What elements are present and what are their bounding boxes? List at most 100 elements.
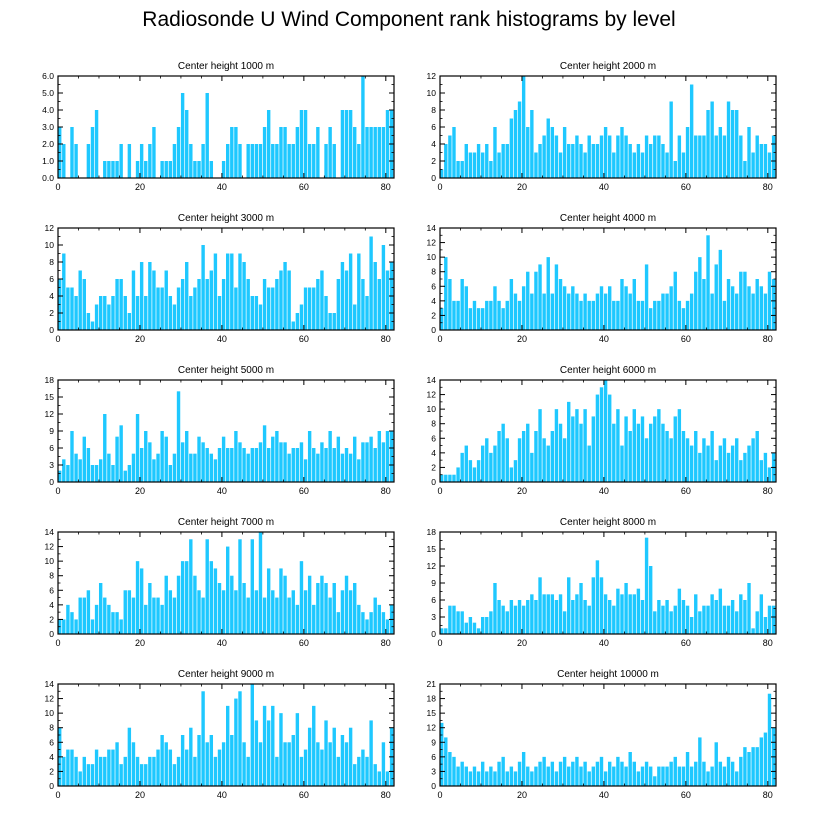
histogram-bar (501, 605, 505, 634)
histogram-bar (295, 713, 300, 786)
histogram-bar (357, 604, 361, 634)
y-tick-label: 18 (427, 527, 437, 537)
histogram-bar (78, 597, 82, 634)
histogram-bar (344, 575, 349, 634)
histogram-bar (348, 253, 353, 330)
histogram-bar (448, 279, 452, 330)
histogram-bar (144, 431, 148, 482)
histogram-bar (275, 597, 279, 634)
histogram-bar (735, 611, 739, 634)
histogram-bar (472, 152, 477, 178)
histogram-bar (369, 436, 373, 482)
histogram-bar (480, 761, 485, 786)
histogram-bar (726, 279, 731, 330)
histogram-bar (152, 459, 156, 482)
histogram-bar (747, 752, 751, 786)
histogram-bar (579, 583, 583, 634)
histogram-bar (530, 110, 534, 178)
histogram-bar (595, 560, 600, 634)
histogram-bar (271, 144, 275, 178)
histogram-bar (254, 590, 259, 634)
histogram-bar (476, 628, 481, 634)
histogram-bar (254, 296, 259, 330)
histogram-bar (193, 453, 197, 482)
histogram-bar (226, 253, 230, 330)
histogram-bar (485, 144, 489, 178)
histogram-bar (501, 308, 505, 330)
y-tick-label: 9 (431, 737, 436, 747)
y-tick-label: 15 (427, 708, 437, 718)
x-tick-label: 20 (517, 790, 527, 800)
y-tick-label: 6 (431, 122, 436, 132)
histogram-bar (385, 619, 390, 634)
y-tick-label: 2 (49, 308, 54, 318)
histogram-bar (517, 438, 522, 482)
histogram-bar (328, 313, 332, 330)
histogram-bar (444, 737, 448, 786)
histogram-bar (299, 442, 304, 482)
y-tick-label: 9 (49, 426, 54, 436)
histogram-bar (685, 752, 690, 786)
histogram-bar (303, 110, 308, 178)
histogram-bar (755, 279, 759, 330)
histogram-bar (702, 761, 706, 786)
histogram-bar (669, 101, 673, 178)
y-tick-label: 8 (431, 419, 436, 429)
histogram-bar (357, 253, 361, 330)
histogram-bar (148, 144, 152, 178)
histogram-bar (152, 756, 156, 786)
histogram-bar (685, 127, 690, 178)
histogram-bar (771, 605, 776, 634)
y-tick-label: 6 (431, 281, 436, 291)
x-tick-label: 80 (763, 182, 773, 192)
histogram-bar (111, 465, 115, 482)
histogram-bar (205, 539, 209, 634)
histogram-bar (628, 144, 632, 178)
histogram-bar (299, 756, 304, 786)
histogram-bar (440, 169, 444, 178)
histogram-bar (287, 597, 291, 634)
histogram-bar (714, 460, 718, 482)
histogram-bar (238, 691, 242, 786)
histogram-bar (66, 749, 70, 786)
x-tick-label: 80 (381, 790, 391, 800)
x-tick-label: 60 (299, 790, 309, 800)
histogram-bar (497, 300, 501, 330)
histogram-bar (250, 684, 254, 786)
histogram-bar (456, 611, 460, 634)
histogram-bar (632, 409, 636, 482)
y-tick-label: 0.0 (42, 173, 54, 183)
histogram-bar (681, 766, 686, 786)
histogram-bar (258, 532, 263, 634)
histogram-bar (755, 135, 759, 178)
histogram-bar (135, 161, 140, 178)
histogram-bar (636, 588, 641, 634)
y-tick-label: 0 (431, 477, 436, 487)
histogram-bar (698, 257, 702, 330)
histogram-bar (751, 152, 755, 178)
histogram-bar (295, 313, 300, 330)
histogram-bar (135, 414, 140, 482)
histogram-bar (144, 296, 148, 330)
histogram-bar (131, 597, 136, 634)
histogram-bar (526, 766, 530, 786)
histogram-bar (348, 590, 353, 634)
histogram-bar (444, 257, 448, 330)
histogram-bar (180, 561, 185, 634)
histogram-bar (648, 566, 653, 634)
histogram-bar (440, 308, 444, 330)
histogram-bar (127, 144, 132, 178)
histogram-bar (571, 600, 575, 634)
histogram-bar (624, 135, 628, 178)
histogram-bar (501, 756, 505, 786)
histogram-bar (164, 742, 168, 786)
histogram-bar (730, 286, 735, 330)
histogram-bar (111, 296, 115, 330)
histogram-bar (70, 612, 74, 634)
histogram-bar (669, 761, 673, 786)
histogram-bar (230, 575, 234, 634)
histogram-bar (763, 293, 768, 330)
histogram-bar (669, 286, 673, 330)
histogram-bar (213, 568, 218, 634)
histogram-bar (303, 749, 308, 786)
